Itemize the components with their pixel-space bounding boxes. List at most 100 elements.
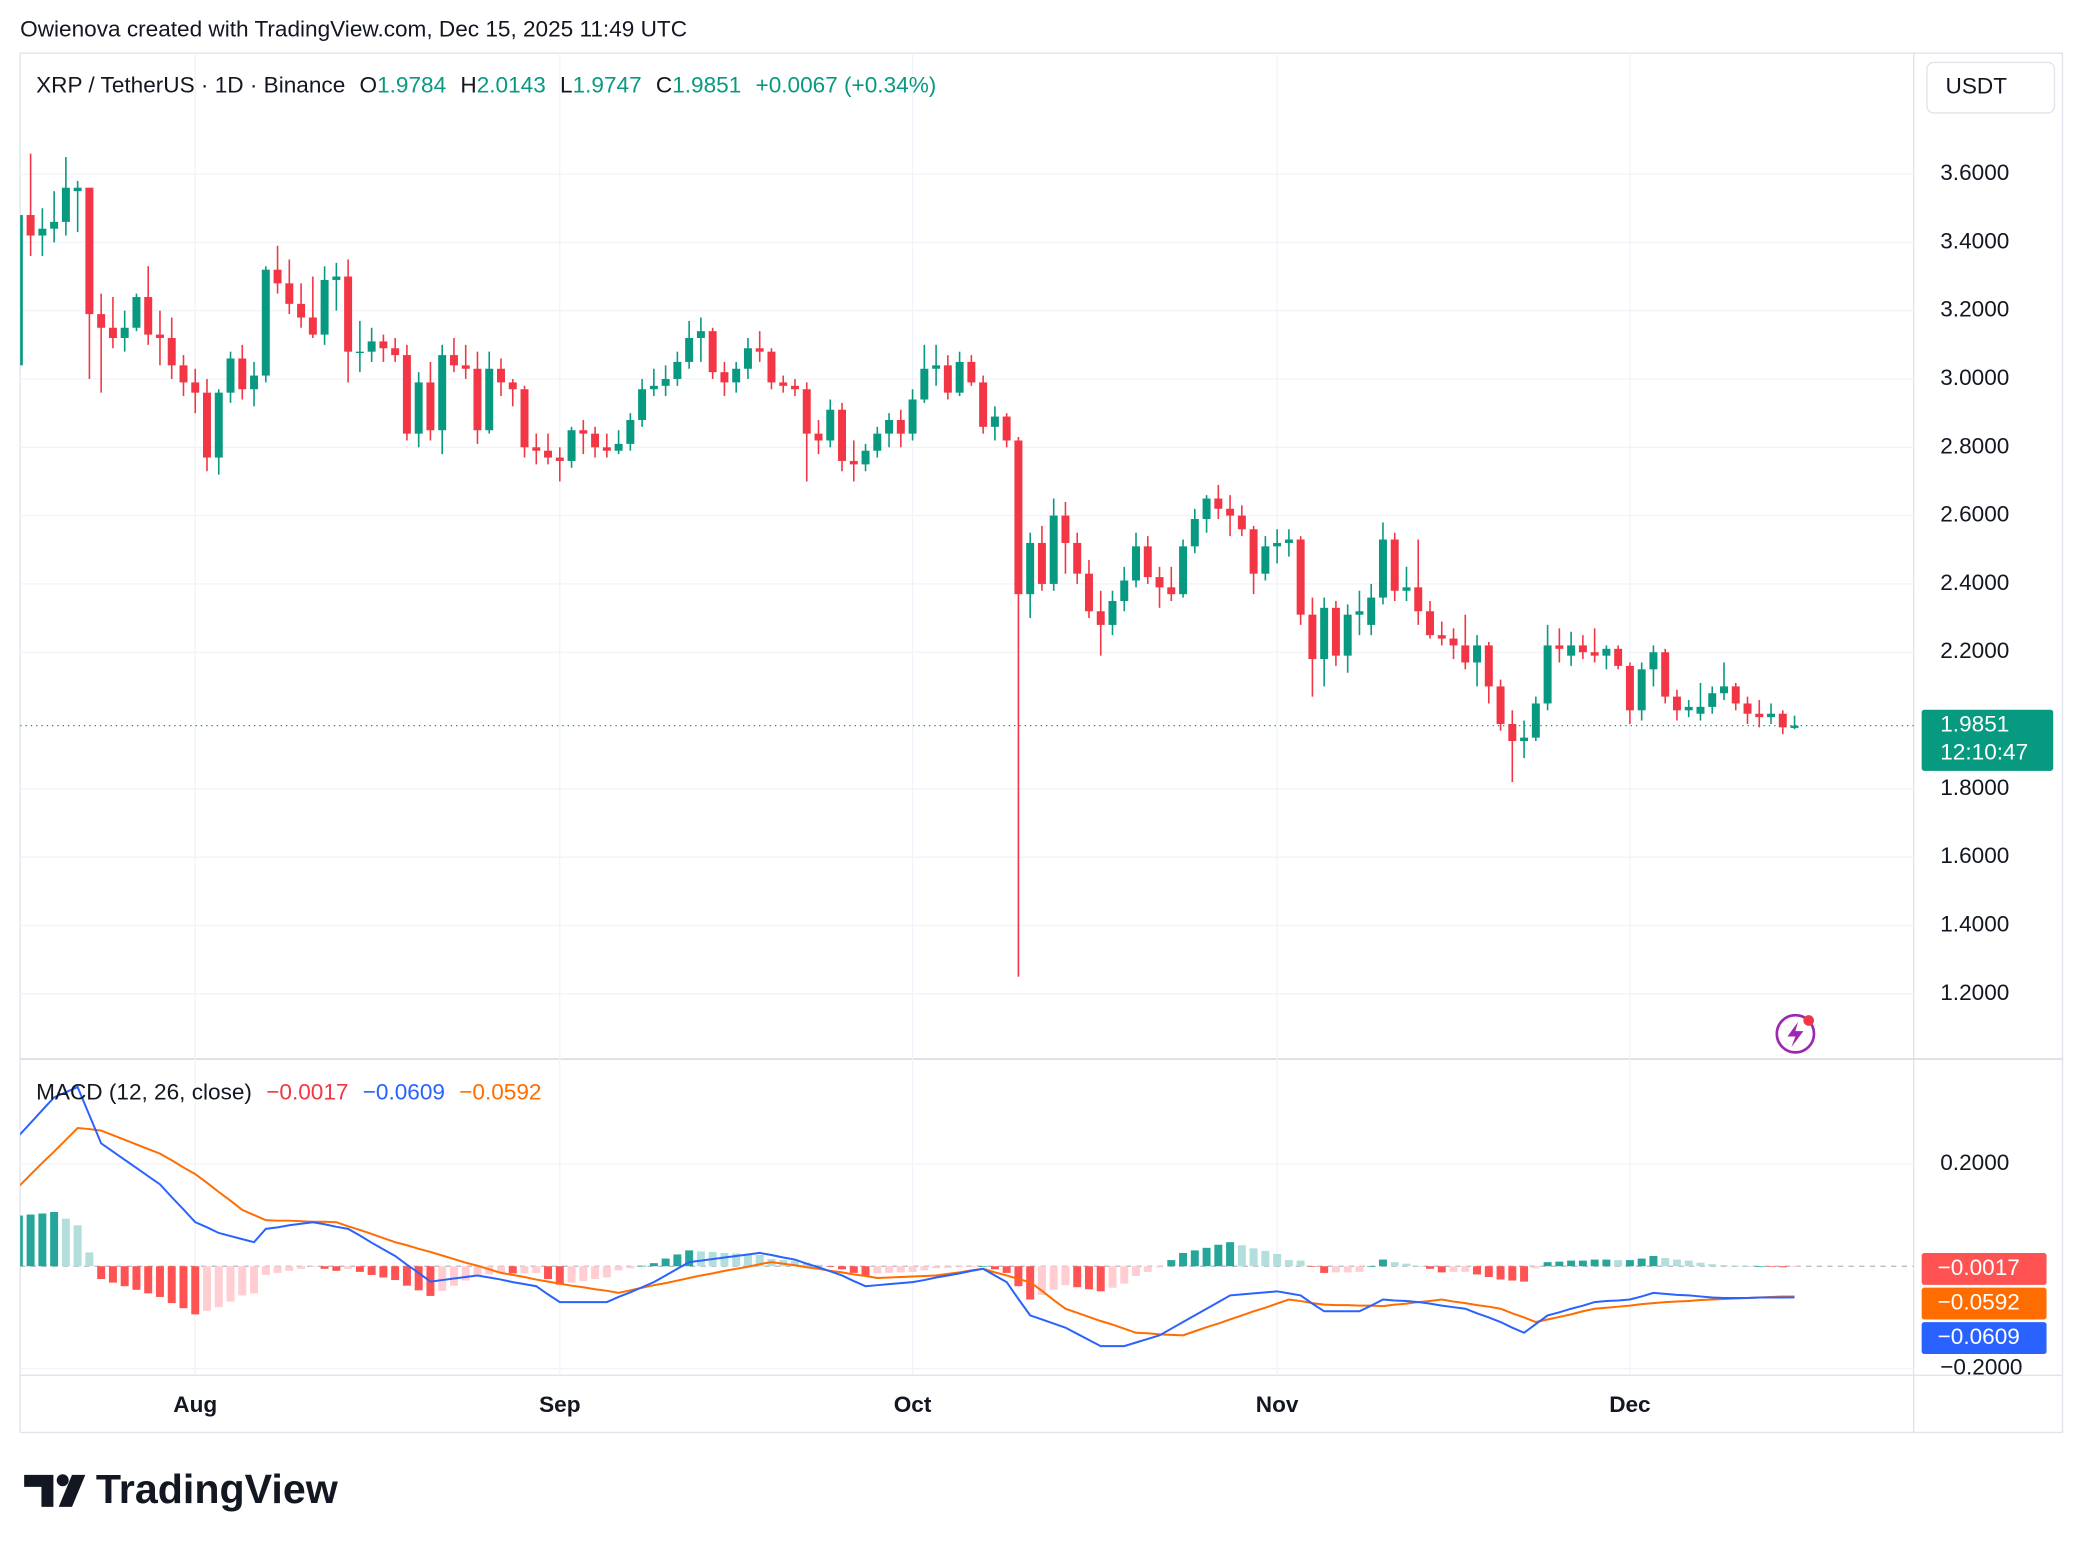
candle-body — [250, 375, 259, 390]
logo-mark-v — [58, 1474, 86, 1507]
histogram-bar — [1531, 1266, 1540, 1269]
candle-body — [532, 447, 541, 451]
y-tick-label: 3.6000 — [1940, 160, 2009, 185]
histogram-bar — [591, 1266, 600, 1280]
histogram-bar — [790, 1260, 799, 1267]
candle-body — [1273, 542, 1282, 547]
candle-body — [673, 361, 682, 379]
candle-body — [1367, 597, 1376, 625]
histogram-bar — [50, 1211, 59, 1267]
candle-body — [308, 317, 317, 335]
histogram-bar — [1649, 1256, 1658, 1267]
histogram-bar — [638, 1265, 647, 1267]
histogram-bar — [1355, 1266, 1364, 1272]
histogram-bar — [1155, 1266, 1164, 1268]
histogram-bar — [414, 1266, 423, 1291]
candle-body — [1520, 737, 1529, 742]
candle-body — [802, 389, 811, 434]
histogram-bar — [1767, 1266, 1776, 1267]
histogram-bar — [1625, 1260, 1634, 1267]
candle-body — [1214, 498, 1223, 509]
histogram-bar — [1461, 1266, 1470, 1272]
histogram-bar — [379, 1266, 388, 1278]
histogram-bar — [873, 1266, 882, 1274]
candle-body — [1402, 587, 1411, 591]
histogram-bar — [1167, 1260, 1176, 1267]
histogram-bar — [473, 1266, 482, 1276]
histogram-bar — [1049, 1266, 1058, 1290]
candle-body — [1449, 638, 1458, 646]
histogram-bar — [1237, 1245, 1246, 1267]
candle-body — [26, 215, 35, 236]
candle-body — [367, 341, 376, 352]
histogram-bar — [1496, 1266, 1505, 1280]
candle-body — [85, 187, 94, 315]
histogram-bar — [943, 1266, 952, 1268]
candle-body — [555, 457, 564, 461]
candle-body — [1167, 587, 1176, 595]
candle-body — [1755, 713, 1764, 718]
histogram-bar — [1084, 1266, 1093, 1290]
histogram-bar — [214, 1266, 223, 1308]
candle-body — [1708, 693, 1717, 707]
alert-icon[interactable] — [1775, 1013, 1816, 1054]
candle-body — [1190, 519, 1199, 547]
candle-body — [1049, 515, 1058, 584]
histogram-bar — [979, 1266, 988, 1267]
candle-body — [273, 269, 282, 284]
histogram-bar — [179, 1266, 188, 1309]
candle-body — [1496, 686, 1505, 724]
histogram-bar — [250, 1266, 259, 1294]
histogram-bar — [120, 1266, 129, 1287]
candle-body — [1661, 652, 1670, 697]
candle-body — [73, 187, 82, 192]
candle-body — [1296, 539, 1305, 615]
candle-body — [226, 358, 235, 393]
candle-body — [1649, 652, 1658, 670]
y-tick-label: 2.6000 — [1940, 502, 2009, 527]
candle-body — [1061, 515, 1070, 543]
y-tick-label: 1.8000 — [1940, 775, 2009, 800]
candle-body — [661, 378, 670, 386]
candle-body — [108, 327, 117, 339]
candle-body — [743, 348, 752, 369]
candle-body — [1461, 645, 1470, 663]
symbol: XRP / TetherUS · 1D · Binance — [36, 72, 345, 97]
candle-body — [1508, 723, 1517, 742]
candle-body — [979, 382, 988, 427]
histogram-bar — [332, 1266, 341, 1271]
candle-body — [355, 351, 364, 353]
candle-body — [885, 419, 894, 434]
candle-body — [626, 419, 635, 444]
histogram-bar — [308, 1266, 317, 1267]
histogram-bar — [73, 1225, 82, 1267]
candle-body — [1355, 611, 1364, 615]
histogram-bar — [1214, 1244, 1223, 1267]
candle-body — [167, 338, 176, 366]
y-tick-label: 1.2000 — [1940, 980, 2009, 1005]
candle-body — [1202, 498, 1211, 520]
histogram-bar — [555, 1266, 564, 1285]
candle-body — [1625, 665, 1634, 711]
candle-body — [1720, 686, 1728, 694]
candle-body — [790, 385, 799, 390]
candle-body — [1237, 515, 1246, 530]
histogram-bar — [1108, 1266, 1117, 1288]
frame — [19, 52, 2064, 1434]
histogram-bar — [132, 1266, 141, 1290]
currency-button[interactable] — [1926, 61, 2056, 114]
histogram-bar — [1449, 1266, 1458, 1272]
candle-body — [1590, 652, 1599, 656]
candle-body — [838, 409, 847, 461]
candle-body — [967, 361, 976, 383]
candle-body — [1108, 601, 1117, 625]
histogram-bar — [1661, 1258, 1670, 1267]
candle-body — [1179, 546, 1188, 595]
histogram-bar — [1720, 1265, 1728, 1267]
histogram-bar — [567, 1266, 576, 1283]
candle-body — [896, 419, 905, 434]
open-label: O — [360, 72, 378, 97]
candle-body — [1331, 607, 1340, 656]
histogram-bar — [602, 1266, 611, 1278]
